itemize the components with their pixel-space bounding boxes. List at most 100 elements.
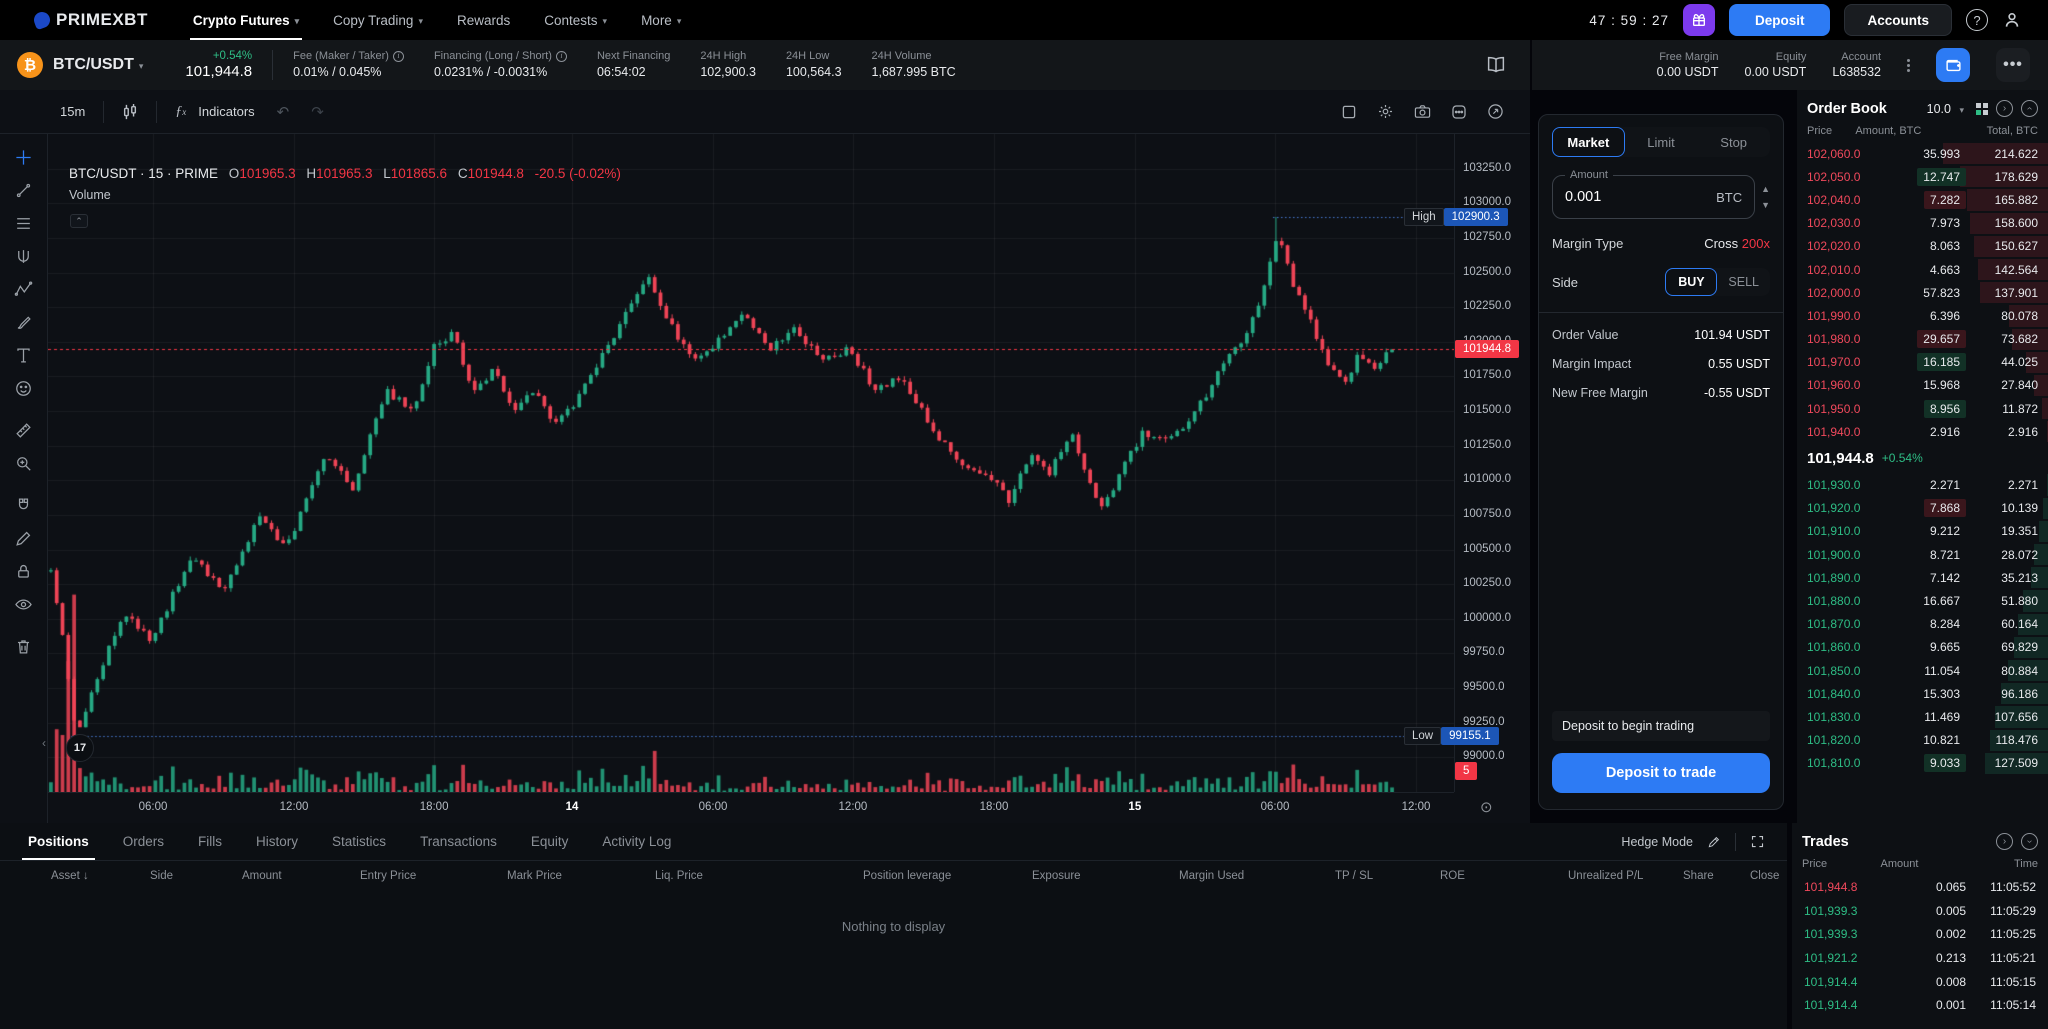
zoom-in-icon[interactable] [7, 448, 41, 478]
time-axis[interactable]: 06:00 12:00 18:00 14 06:00 12:00 18:00 15 06:00 1… [48, 792, 1454, 823]
tab-equity[interactable]: Equity [530, 834, 569, 849]
orderbook-row[interactable]: 102,010.0 4.663 142.564 [1797, 258, 2048, 281]
orderbook-row[interactable]: 102,050.0 12.747 178.629 [1797, 165, 2048, 188]
order-tab-stop[interactable]: Stop [1720, 134, 1748, 150]
margin-type-value[interactable]: Cross 200x [1704, 236, 1770, 251]
legend-symbol[interactable]: BTC/USDT · 15 · PRIME [69, 166, 219, 181]
fullscreen-icon[interactable] [1487, 103, 1504, 120]
orderbook-row[interactable]: 101,950.0 8.956 11.872 [1797, 397, 2048, 420]
orderbook-row[interactable]: 101,860.0 9.665 69.829 [1797, 636, 2048, 659]
tab-positions[interactable]: Positions [22, 823, 95, 860]
legend-collapse-icon[interactable]: ⌃ [70, 214, 88, 228]
orderbook-row[interactable]: 101,900.0 8.721 28.072 [1797, 543, 2048, 566]
more-icon[interactable] [1451, 103, 1467, 120]
hedge-mode-edit-icon[interactable] [1707, 835, 1721, 849]
chart-settings-gear-icon[interactable] [1377, 103, 1394, 120]
column-header-side[interactable]: Side [150, 870, 174, 882]
column-header-amount[interactable]: Amount [242, 870, 282, 882]
tab-activity-log[interactable]: Activity Log [602, 834, 672, 849]
trash-icon[interactable] [7, 631, 41, 661]
redo-icon[interactable]: ↷ [311, 103, 324, 121]
column-header-unrealized-p-l[interactable]: Unrealized P/L [1568, 870, 1644, 882]
lock-icon[interactable] [7, 556, 41, 586]
add-wallet-button[interactable] [1936, 48, 1970, 82]
topnav-item-copy-trading[interactable]: Copy Trading ▾ [316, 0, 440, 40]
orderbook-row[interactable]: 101,910.0 9.212 19.351 [1797, 520, 2048, 543]
column-header-mark-price[interactable]: Mark Price [507, 870, 562, 882]
tab-orders[interactable]: Orders [122, 834, 165, 849]
topnav-item-more[interactable]: More ▾ [624, 0, 698, 40]
orderbook-row[interactable]: 101,890.0 7.142 35.213 [1797, 566, 2048, 589]
orderbook-row[interactable]: 101,820.0 10.821 118.476 [1797, 729, 2048, 752]
orderbook-row[interactable]: 101,960.0 15.968 27.840 [1797, 374, 2048, 397]
crosshair-icon[interactable] [7, 142, 41, 172]
fib-retracement-icon[interactable] [7, 208, 41, 238]
xabcd-pattern-icon[interactable] [7, 274, 41, 304]
eye-icon[interactable] [7, 589, 41, 619]
undo-icon[interactable]: ↶ [276, 103, 290, 121]
amount-field[interactable]: Amount 0.001 BTC [1552, 169, 1756, 219]
orderbook-row[interactable]: 101,940.0 2.916 2.916 [1797, 420, 2048, 443]
orderbook-row[interactable]: 102,030.0 7.973 158.600 [1797, 212, 2048, 235]
column-header-entry-price[interactable]: Entry Price [360, 870, 417, 882]
emoji-icon[interactable] [7, 373, 41, 403]
magnet-icon[interactable] [7, 490, 41, 520]
book-layout-icon[interactable] [1976, 102, 1988, 115]
price-axis[interactable]: 103250.0 103000.0 102750.0 102500.0 102250.0… [1454, 134, 1530, 792]
amount-value[interactable]: 0.001 [1565, 189, 1602, 205]
amount-increment-icon[interactable]: ▲ [1761, 184, 1770, 194]
topnav-item-contests[interactable]: Contests ▾ [527, 0, 624, 40]
orderbook-row[interactable]: 101,810.0 9.033 127.509 [1797, 752, 2048, 775]
order-tab-limit[interactable]: Limit [1647, 134, 1675, 150]
column-header-asset[interactable]: Asset ↓ [51, 870, 89, 882]
grouping-selector[interactable]: 10.0 ▾ [1926, 101, 1964, 116]
trades-collapse-right-icon[interactable]: › [1996, 833, 2013, 850]
brush-icon[interactable] [7, 307, 41, 337]
orderbook-row[interactable]: 101,870.0 8.284 60.164 [1797, 613, 2048, 636]
account-menu-icon[interactable] [1907, 58, 1910, 72]
column-header-tp-sl[interactable]: TP / SL [1335, 870, 1374, 882]
ruler-icon[interactable] [7, 415, 41, 445]
column-header-roe[interactable]: ROE [1440, 870, 1465, 882]
topnav-item-rewards[interactable]: Rewards [440, 0, 527, 40]
text-icon[interactable] [7, 340, 41, 370]
orderbook-row[interactable]: 102,000.0 57.823 137.901 [1797, 281, 2048, 304]
orderbook-row[interactable]: 101,970.0 16.185 44.025 [1797, 351, 2048, 374]
orderbook-row[interactable]: 101,830.0 11.469 107.656 [1797, 705, 2048, 728]
tab-transactions[interactable]: Transactions [420, 834, 497, 849]
column-header-close[interactable]: Close [1750, 870, 1780, 882]
tab-fills[interactable]: Fills [198, 834, 223, 849]
axis-settings-icon[interactable]: ⊙ [1480, 799, 1493, 816]
orderbook-row[interactable]: 102,020.0 8.063 150.627 [1797, 235, 2048, 258]
layout-icon[interactable] [1341, 103, 1357, 120]
amount-decrement-icon[interactable]: ▼ [1761, 200, 1770, 210]
orderbook-row[interactable]: 102,040.0 7.282 165.882 [1797, 188, 2048, 211]
tab-history[interactable]: History [256, 834, 299, 849]
user-icon[interactable] [2002, 10, 2022, 30]
orderbook-row[interactable]: 102,060.0 35.993 214.622 [1797, 142, 2048, 165]
pitchfork-icon[interactable] [7, 241, 41, 271]
edit-pencil-icon[interactable] [7, 523, 41, 553]
orderbook-row[interactable]: 101,850.0 11.054 80.884 [1797, 659, 2048, 682]
column-header-position-leverage[interactable]: Position leverage [863, 870, 952, 882]
primexbt-logo[interactable]: PRIMEXBT [31, 9, 148, 31]
sell-button[interactable]: SELL [1728, 275, 1759, 289]
toolbar-collapse-icon[interactable]: ‹ [42, 736, 46, 750]
tradingview-logo[interactable]: 17 [66, 734, 94, 762]
orderbook-toggle-icon[interactable] [1486, 56, 1506, 74]
collapse-up-icon[interactable]: › [2021, 100, 2038, 117]
orderbook-row[interactable]: 101,880.0 16.667 51.880 [1797, 589, 2048, 612]
orderbook-row[interactable]: 101,930.0 2.271 2.271 [1797, 473, 2048, 496]
pair-chevron-icon[interactable]: ▾ [138, 60, 144, 71]
order-tab-market[interactable]: Market [1552, 127, 1625, 157]
collapse-right-icon[interactable]: › [1996, 100, 2013, 117]
info-icon[interactable]: i [555, 51, 567, 63]
buy-button[interactable]: BUY [1665, 268, 1718, 296]
column-header-exposure[interactable]: Exposure [1032, 870, 1081, 882]
column-header-margin-used[interactable]: Margin Used [1179, 870, 1245, 882]
snapshot-camera-icon[interactable] [1414, 103, 1431, 120]
orderbook-row[interactable]: 101,980.0 29.657 73.682 [1797, 328, 2048, 351]
volume-legend[interactable]: Volume [69, 188, 111, 202]
candle-style-icon[interactable] [122, 103, 138, 121]
